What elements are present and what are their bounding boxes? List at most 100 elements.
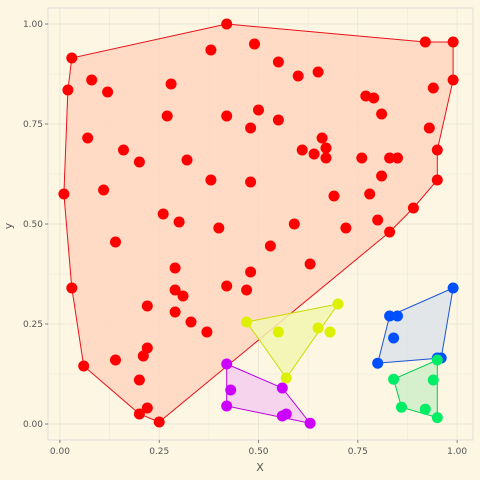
data-point: [372, 357, 384, 369]
data-point: [272, 114, 284, 126]
data-point: [133, 374, 145, 386]
x-tick-label: 0.00: [50, 447, 70, 457]
data-point: [276, 410, 288, 422]
data-point: [288, 218, 300, 230]
data-point: [356, 152, 368, 164]
data-point: [324, 326, 336, 338]
data-point: [66, 282, 78, 294]
data-point: [431, 174, 443, 186]
data-point: [173, 216, 185, 228]
data-point: [205, 174, 217, 186]
y-tick-label: 0.75: [23, 120, 43, 130]
data-point: [431, 412, 443, 424]
data-point: [161, 110, 173, 122]
data-point: [137, 350, 149, 362]
data-point: [272, 56, 284, 68]
data-point: [296, 144, 308, 156]
data-point: [177, 290, 189, 302]
data-point: [280, 372, 292, 384]
y-tick-label: 0.25: [23, 320, 43, 330]
data-point: [364, 188, 376, 200]
data-point: [62, 84, 74, 96]
data-point: [427, 374, 439, 386]
data-point: [388, 373, 400, 385]
data-point: [141, 402, 153, 414]
data-point: [407, 202, 419, 214]
x-axis-title: X: [256, 461, 264, 474]
data-point: [169, 284, 181, 296]
data-point: [447, 282, 459, 294]
data-point: [253, 104, 264, 116]
data-point: [133, 408, 145, 420]
data-point: [340, 222, 352, 234]
y-tick-label: 1.00: [23, 20, 43, 30]
data-point: [308, 148, 320, 160]
data-point: [384, 152, 396, 164]
x-tick-label: 0.50: [248, 447, 268, 457]
data-point: [316, 132, 328, 144]
data-point: [110, 236, 121, 248]
y-tick-label: 0.50: [23, 220, 43, 230]
data-point: [272, 326, 284, 338]
data-point: [153, 416, 165, 428]
x-tick-label: 0.75: [348, 447, 368, 457]
data-point: [66, 52, 78, 64]
data-point: [376, 108, 388, 120]
data-point: [328, 190, 340, 202]
x-tick-label: 1.00: [447, 447, 467, 457]
data-point: [245, 176, 257, 188]
x-axis: 0.00 0.25 0.50 0.75 1.00: [50, 440, 467, 457]
data-point: [58, 188, 70, 200]
data-point: [249, 38, 260, 50]
data-point: [388, 332, 400, 344]
data-point: [181, 154, 193, 166]
data-point: [205, 44, 217, 56]
cluster-hulls: [63, 23, 454, 424]
data-point: [133, 156, 145, 168]
data-point: [245, 122, 257, 134]
data-point: [447, 36, 459, 48]
y-axis-title: y: [2, 222, 15, 229]
cluster-hull-2: [245, 303, 340, 379]
data-point: [447, 74, 459, 86]
data-point: [98, 184, 110, 196]
y-tick-label: 0.00: [23, 420, 43, 430]
data-point: [419, 403, 431, 415]
data-point: [78, 360, 90, 372]
data-point: [110, 354, 121, 366]
data-point: [368, 92, 380, 104]
data-point: [241, 284, 253, 296]
data-point: [372, 214, 384, 226]
data-point: [304, 258, 316, 270]
data-point: [221, 400, 233, 412]
data-point: [221, 280, 233, 292]
data-point: [169, 306, 181, 318]
data-point: [102, 86, 114, 98]
data-point: [221, 110, 233, 122]
data-point: [431, 354, 443, 366]
data-point: [304, 417, 316, 429]
data-point: [221, 358, 233, 370]
data-point: [431, 144, 443, 156]
data-points: [58, 18, 459, 429]
data-point: [320, 152, 332, 164]
data-point: [82, 132, 94, 144]
data-point: [392, 310, 403, 322]
x-tick-label: 0.25: [149, 447, 169, 457]
data-point: [221, 18, 233, 30]
data-point: [332, 298, 344, 310]
data-point: [241, 316, 253, 328]
data-point: [392, 152, 403, 164]
data-point: [213, 222, 225, 234]
data-point: [312, 66, 324, 78]
data-point: [396, 401, 407, 413]
data-point: [185, 316, 197, 328]
data-point: [320, 142, 332, 154]
data-point: [201, 326, 213, 338]
data-point: [157, 208, 169, 220]
data-point: [384, 226, 396, 238]
data-point: [376, 170, 388, 182]
data-point: [264, 240, 276, 252]
data-point: [165, 78, 177, 90]
